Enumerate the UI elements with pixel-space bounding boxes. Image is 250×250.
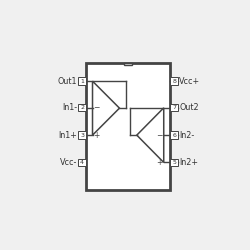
Bar xyxy=(170,78,178,85)
Text: Out2: Out2 xyxy=(179,103,199,112)
Text: 1: 1 xyxy=(80,79,84,84)
Bar xyxy=(170,159,178,166)
Bar xyxy=(78,159,86,166)
Text: 4: 4 xyxy=(80,160,84,165)
Text: In2+: In2+ xyxy=(179,158,198,167)
Text: 7: 7 xyxy=(172,105,176,110)
Bar xyxy=(86,63,170,190)
Text: In1+: In1+ xyxy=(58,131,77,140)
Polygon shape xyxy=(92,81,120,135)
Text: +: + xyxy=(156,158,163,167)
Bar xyxy=(78,104,86,112)
Polygon shape xyxy=(137,108,164,162)
Text: +: + xyxy=(94,131,100,140)
Text: 6: 6 xyxy=(172,133,176,138)
Text: 3: 3 xyxy=(80,133,84,138)
Text: −: − xyxy=(94,103,100,112)
Text: Vcc-: Vcc- xyxy=(60,158,77,167)
Text: −: − xyxy=(156,131,163,140)
Text: 2: 2 xyxy=(80,105,84,110)
Bar xyxy=(78,132,86,139)
Text: 5: 5 xyxy=(172,160,176,165)
Text: 8: 8 xyxy=(172,79,176,84)
Bar xyxy=(78,78,86,85)
Bar xyxy=(170,104,178,112)
Bar xyxy=(124,63,132,65)
Text: In1-: In1- xyxy=(62,103,77,112)
Bar xyxy=(170,132,178,139)
Text: Vcc+: Vcc+ xyxy=(179,77,201,86)
Text: Out1: Out1 xyxy=(58,77,77,86)
Text: In2-: In2- xyxy=(179,131,194,140)
